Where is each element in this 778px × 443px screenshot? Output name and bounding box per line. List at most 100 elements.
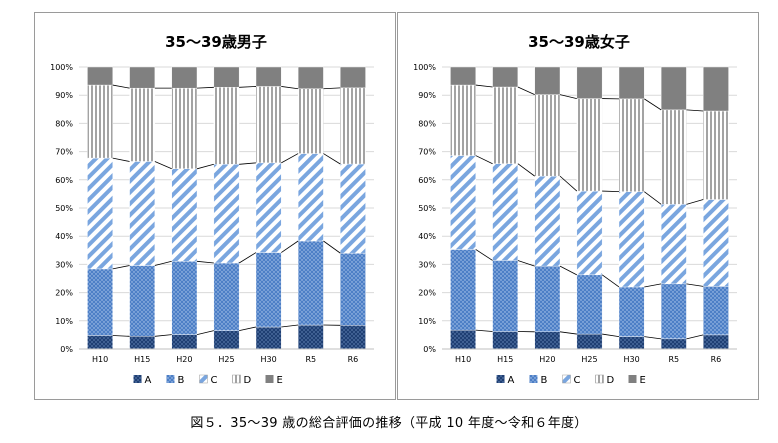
bar-segment-e [87,66,113,86]
bar-segment-a [618,336,645,350]
bar-segment-d [255,86,282,164]
bar-segment-b [213,262,240,331]
series-line [281,240,299,253]
bar-segment-c [450,155,476,250]
x-tick-label: H10 [92,355,108,364]
series-line [323,240,341,254]
bar-segment-e [171,66,198,89]
x-tick-label: H30 [261,355,277,364]
bar-segment-a [450,329,476,350]
y-tick-label: 50% [55,204,73,213]
legend-swatch-a [133,375,142,383]
y-tick-label: 90% [55,91,73,100]
series-line [112,335,130,337]
series-line [239,86,257,88]
y-tick-label: 60% [55,176,73,185]
y-tick-label: 10% [55,317,73,326]
x-tick-label: R5 [668,355,679,364]
legend-swatch-b [529,375,538,383]
y-tick-label: 80% [418,119,436,128]
series-line [239,326,257,332]
bar-segment-b [703,286,729,336]
x-tick-label: H15 [134,355,150,364]
bar-segment-c [87,157,113,270]
x-tick-label: R5 [305,355,316,364]
series-line [644,283,662,288]
bar-segment-a [255,326,282,350]
y-tick-label: 10% [418,317,436,326]
x-tick-label: H10 [455,355,471,364]
series-line [112,84,130,89]
series-line [686,283,704,287]
bar-segment-b [87,268,113,336]
bar-segment-d [171,87,198,170]
x-tick-label: H30 [624,355,640,364]
legend-swatch-e [628,375,637,383]
bar-segment-b [450,249,476,331]
series-line [602,190,620,193]
series-line [196,330,214,336]
bar-segment-b [492,260,519,332]
bar-segment-c [703,199,729,287]
series-line [196,260,214,264]
bar-segment-a [703,334,729,350]
bar-segment-c [618,191,645,288]
bar-segment-d [129,87,156,162]
bar-segment-d [703,110,729,200]
bar-segment-e [450,66,476,86]
series-line [196,163,214,170]
bar-segment-e [492,66,519,88]
stacked-bar-chart-girls: 35～39歳女子 0% 10% 20% 30% 40% 50% 60% 70% 80% 90% 100… [413,33,737,386]
y-tick-label: 30% [418,260,436,269]
series-line [323,153,341,165]
y-tick-label: 100% [50,63,73,72]
bar-segment-e [576,66,603,99]
y-tick-label: 0% [423,345,436,354]
chart-title: 35～39歳男子 [165,33,267,51]
legend-swatch-c [562,374,571,384]
bar-segment-d [340,87,366,165]
series-line [112,265,130,270]
series-line [517,86,535,96]
series-line [475,249,493,261]
series-line [559,94,577,99]
legend-label: C [211,375,218,386]
x-tick-label: H15 [497,355,513,364]
x-tick-label: H25 [581,355,597,364]
bar-segment-c [576,190,603,276]
series-line [602,333,620,337]
bar-segment-d [576,98,603,192]
bar-segment-a [171,334,198,350]
bar-segment-b [129,265,156,337]
bar-segment-b [297,240,324,326]
x-tick-label: H20 [539,355,555,364]
bar-segment-d [213,87,240,165]
series-line [281,86,299,90]
chart-panel-girls: 35～39歳女子 0% 10% 20% 30% 40% 50% 60% 70% 80% 90% 100… [397,12,759,400]
bar-segment-a [660,338,687,350]
stacked-bar-chart-boys: 35～39歳男子 0% 10% 20% 30% 40% 50% 60% 70% 80% 90% 100… [50,33,374,386]
series-line [559,331,577,335]
legend-swatch-d [232,374,241,384]
x-tick-label: H20 [176,355,192,364]
bar-segment-e [297,66,324,89]
bar-segment-e [660,66,687,111]
legend-label: A [508,375,515,386]
y-tick-label: 40% [55,232,73,241]
bar-segment-e [340,66,366,89]
figure-caption: 図５．35～39 歳の総合評価の推移（平成 10 年度～令和６年度） [190,416,588,431]
series-line [154,260,172,266]
legend-label: E [640,375,646,386]
bar-segment-b [534,265,561,332]
legend-swatch-b [166,375,175,383]
series-line [154,334,172,337]
bar-segment-b [618,286,645,337]
series-line [112,157,130,162]
bar-segment-b [171,261,198,335]
x-tick-label: R6 [711,355,722,364]
legend-label: B [541,375,548,386]
series-line [517,260,535,267]
bar-segment-e [534,66,561,95]
series-line [644,191,662,205]
bar-segment-d [492,86,519,164]
